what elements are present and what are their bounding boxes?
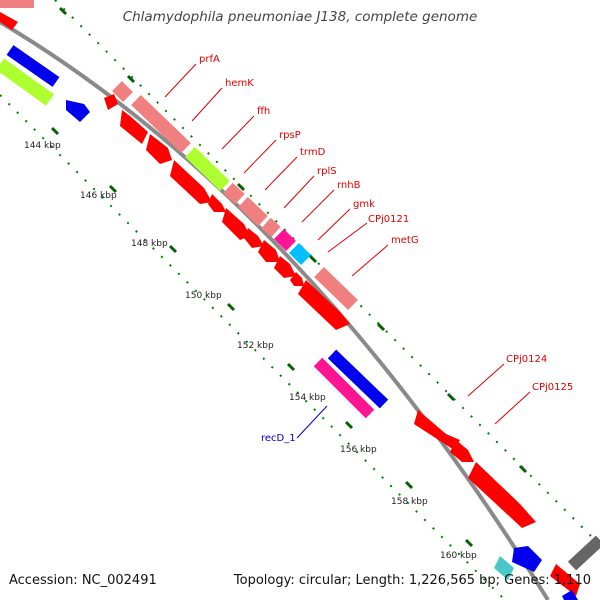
leader-line	[327, 222, 368, 253]
gene-feature[interactable]	[238, 196, 268, 227]
gene-feature[interactable]	[414, 410, 460, 450]
leader-line	[164, 63, 197, 98]
ruler-label: 144 kbp	[24, 141, 61, 151]
gene-label-gmk[interactable]: gmk	[353, 199, 375, 210]
gene-feature[interactable]	[170, 160, 212, 204]
label-leader-lines	[164, 63, 531, 439]
leader-line	[296, 405, 328, 439]
gene-label-rnhb[interactable]: rnhB	[337, 180, 361, 191]
ruler-tick	[376, 322, 386, 332]
gene-feature[interactable]	[512, 546, 542, 572]
ruler-tick	[464, 538, 474, 548]
ruler-tick	[518, 464, 528, 474]
ruler-tick	[168, 244, 178, 254]
gene-feature[interactable]	[244, 228, 264, 248]
reverse-strand-genes	[0, 12, 580, 600]
leader-line	[243, 139, 277, 174]
gene-feature[interactable]	[550, 564, 580, 596]
gene-label-trmd[interactable]: trmD	[300, 147, 326, 158]
gene-label-ffh[interactable]: ffh	[257, 106, 270, 117]
ruler-tick	[58, 6, 68, 16]
leader-line	[264, 156, 298, 191]
ruler-label: 156 kbp	[340, 445, 377, 455]
gene-feature[interactable]	[146, 134, 172, 164]
gene-feature[interactable]	[120, 110, 148, 144]
gene-feature[interactable]	[314, 266, 358, 311]
leader-line	[221, 115, 255, 150]
ruler-label: 160 kbp	[440, 551, 477, 561]
forward-strand-genes	[0, 0, 600, 571]
ruler-tick	[286, 362, 296, 372]
gene-label-metg[interactable]: metG	[391, 235, 419, 246]
gene-label-recd-1[interactable]: recD_1	[261, 433, 296, 444]
gene-feature[interactable]	[450, 440, 474, 462]
ruler-tick	[344, 420, 354, 430]
gene-feature[interactable]	[6, 45, 60, 87]
gene-feature[interactable]	[327, 349, 389, 409]
ruler-label: 146 kbp	[80, 191, 117, 201]
ruler-tick	[108, 184, 118, 194]
accession-label: Accession: NC_002491	[9, 573, 157, 588]
gene-feature[interactable]	[298, 280, 350, 330]
gene-feature[interactable]	[185, 146, 230, 192]
leader-line	[317, 208, 351, 241]
gene-feature[interactable]	[494, 556, 514, 580]
ruler-tick	[50, 126, 60, 136]
gene-feature[interactable]	[66, 100, 90, 122]
ruler-label: 158 kbp	[391, 497, 428, 507]
gene-label-prfa[interactable]: prfA	[199, 54, 220, 65]
ruler-label: 154 kbp	[289, 393, 326, 403]
gene-feature[interactable]	[0, 58, 55, 106]
gene-labels: prfA hemK ffh rpsP trmD rplS rnhB gmk CP…	[199, 54, 573, 444]
genome-backbone	[0, 20, 550, 600]
leader-line	[283, 175, 315, 209]
leader-line	[494, 391, 531, 425]
leader-line	[351, 244, 389, 277]
gene-feature[interactable]	[289, 243, 311, 265]
ruler-label: 148 kbp	[131, 239, 168, 249]
gene-feature[interactable]	[290, 272, 304, 286]
gene-label-cpj0121[interactable]: CPj0121	[368, 214, 409, 225]
ruler-labels: 144 kbp 146 kbp 148 kbp 150 kbp 152 kbp …	[24, 141, 477, 561]
gene-feature[interactable]	[0, 12, 18, 30]
gene-feature[interactable]	[222, 208, 250, 240]
gene-feature[interactable]	[567, 535, 600, 571]
gene-feature[interactable]	[261, 217, 281, 238]
topology-label: Topology: circular; Length: 1,226,565 bp…	[233, 573, 591, 588]
leader-line	[301, 189, 335, 223]
gene-label-cpj0125[interactable]: CPj0125	[532, 382, 573, 393]
gene-label-rpsp[interactable]: rpsP	[279, 130, 301, 141]
leader-line	[191, 87, 223, 122]
gene-feature[interactable]	[313, 357, 375, 419]
gene-feature[interactable]	[468, 462, 536, 528]
leader-line	[467, 363, 505, 397]
gene-feature[interactable]	[274, 256, 296, 278]
gene-feature[interactable]	[104, 94, 118, 110]
ruler-tick	[226, 302, 236, 312]
gene-label-rpls[interactable]: rplS	[317, 166, 337, 177]
gene-feature[interactable]	[112, 81, 133, 102]
ruler-label: 150 kbp	[185, 291, 222, 301]
ruler-tick	[446, 392, 456, 402]
gene-feature[interactable]	[258, 240, 280, 262]
ruler-label: 152 kbp	[237, 341, 274, 351]
map-title: Chlamydophila pneumoniae J138, complete …	[122, 9, 478, 25]
gene-label-cpj0124[interactable]: CPj0124	[506, 354, 547, 365]
ruler-tick	[404, 480, 414, 490]
ruler-tick	[236, 182, 246, 192]
gene-feature[interactable]	[208, 194, 226, 212]
gene-feature[interactable]	[562, 590, 578, 600]
ruler-tick	[126, 74, 136, 84]
ruler-tick	[308, 254, 318, 264]
gene-feature[interactable]	[274, 229, 296, 251]
gene-feature[interactable]	[223, 182, 245, 205]
gene-feature[interactable]	[131, 94, 191, 154]
ruler-ticks	[50, 6, 528, 548]
gene-label-hemk[interactable]: hemK	[225, 78, 254, 89]
